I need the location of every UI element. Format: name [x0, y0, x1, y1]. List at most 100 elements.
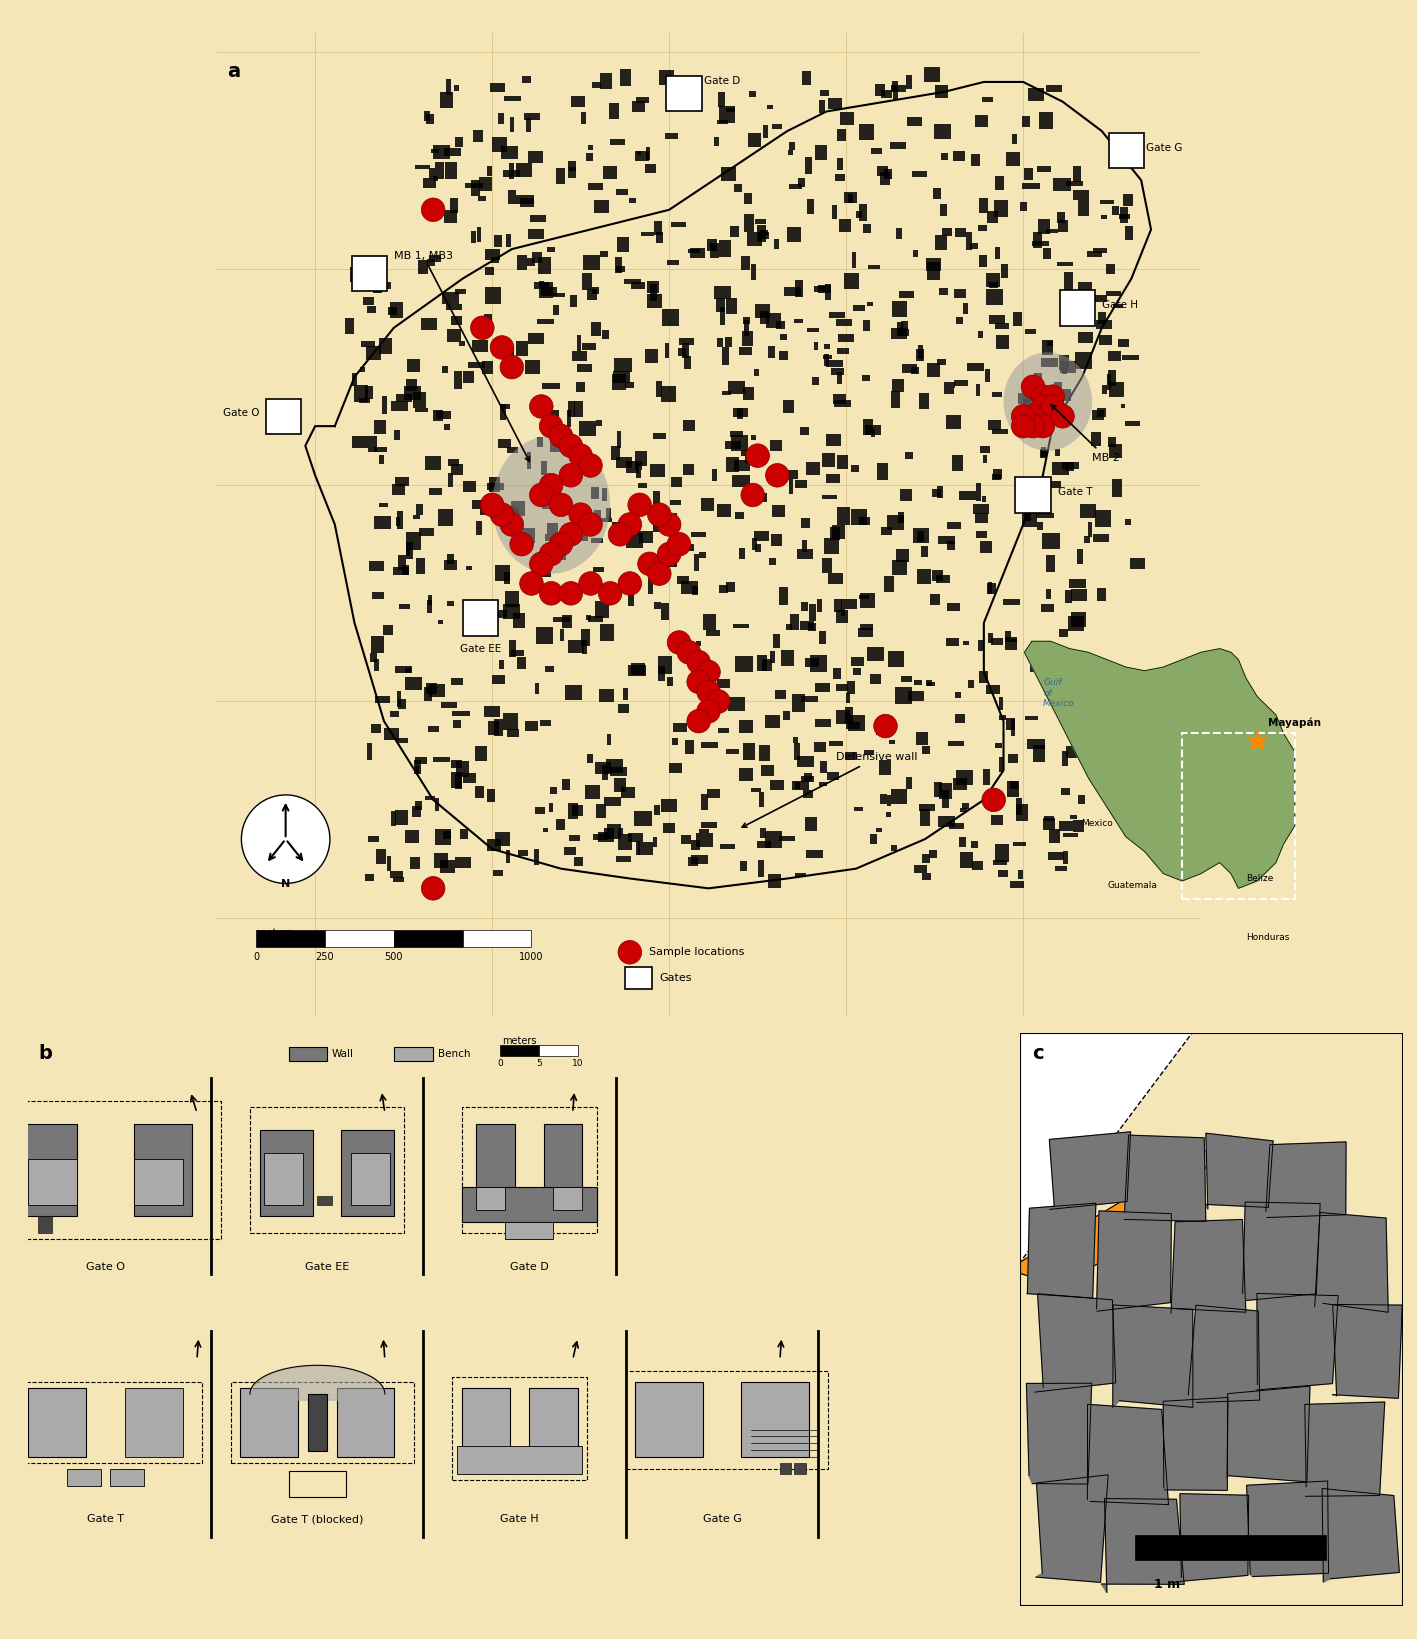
- Bar: [819, 100, 825, 113]
- Bar: [679, 338, 694, 346]
- Bar: [351, 256, 387, 292]
- Bar: [1012, 134, 1017, 144]
- Bar: [925, 257, 941, 270]
- Bar: [859, 123, 874, 139]
- Bar: [434, 852, 448, 869]
- Bar: [986, 272, 1000, 287]
- Circle shape: [648, 503, 672, 526]
- Bar: [1060, 290, 1095, 326]
- Bar: [798, 179, 805, 187]
- Bar: [911, 367, 920, 374]
- Bar: [594, 567, 604, 572]
- Bar: [730, 226, 740, 238]
- Bar: [1019, 870, 1023, 879]
- Circle shape: [530, 484, 553, 506]
- Bar: [393, 484, 405, 495]
- Circle shape: [648, 562, 672, 585]
- Bar: [769, 651, 775, 662]
- Bar: [1024, 716, 1039, 721]
- Bar: [859, 205, 867, 221]
- Bar: [767, 105, 772, 110]
- Bar: [611, 446, 621, 461]
- Bar: [451, 198, 458, 213]
- Bar: [581, 629, 591, 646]
- Bar: [921, 874, 931, 880]
- Bar: [896, 687, 911, 705]
- Bar: [944, 382, 955, 388]
- Bar: [1013, 842, 1026, 846]
- Bar: [1061, 390, 1071, 402]
- Bar: [931, 490, 941, 497]
- Bar: [572, 805, 582, 816]
- Bar: [809, 656, 828, 672]
- Bar: [1058, 354, 1070, 370]
- Bar: [1098, 311, 1105, 323]
- Bar: [380, 454, 384, 464]
- Bar: [1010, 782, 1019, 790]
- Bar: [806, 851, 823, 859]
- Bar: [755, 303, 769, 318]
- Bar: [587, 152, 594, 161]
- Bar: [1100, 200, 1114, 205]
- Bar: [527, 228, 544, 239]
- Bar: [463, 482, 476, 492]
- Bar: [1016, 805, 1027, 821]
- Bar: [496, 564, 510, 580]
- Bar: [795, 872, 806, 877]
- Bar: [560, 629, 564, 641]
- Bar: [506, 849, 510, 862]
- Circle shape: [560, 523, 582, 546]
- Bar: [792, 695, 805, 711]
- Bar: [672, 738, 679, 744]
- Bar: [337, 1388, 394, 1457]
- Bar: [1077, 549, 1084, 564]
- Bar: [1070, 815, 1077, 820]
- Polygon shape: [1027, 1203, 1095, 1298]
- Bar: [492, 138, 507, 152]
- Bar: [1040, 449, 1047, 459]
- Bar: [1037, 167, 1051, 172]
- Bar: [845, 752, 857, 760]
- Bar: [371, 636, 384, 654]
- Bar: [897, 329, 908, 336]
- Bar: [466, 184, 483, 187]
- Bar: [837, 347, 849, 354]
- Bar: [606, 824, 621, 839]
- Bar: [891, 85, 907, 92]
- Bar: [901, 321, 908, 329]
- Bar: [611, 767, 626, 775]
- Bar: [1029, 385, 1041, 402]
- Bar: [890, 739, 894, 744]
- Bar: [751, 264, 757, 280]
- Bar: [529, 333, 544, 344]
- Bar: [584, 256, 599, 269]
- Bar: [492, 257, 499, 262]
- Bar: [993, 469, 1002, 479]
- Polygon shape: [1265, 1142, 1346, 1218]
- Bar: [489, 477, 500, 492]
- Bar: [852, 657, 863, 667]
- Bar: [686, 544, 693, 551]
- Bar: [636, 841, 640, 856]
- Bar: [445, 303, 462, 310]
- Bar: [520, 198, 534, 207]
- Bar: [509, 639, 516, 657]
- Bar: [792, 738, 798, 742]
- Bar: [930, 849, 937, 859]
- Bar: [1073, 820, 1084, 831]
- Bar: [397, 738, 408, 744]
- Bar: [427, 683, 436, 695]
- Bar: [629, 833, 643, 842]
- Bar: [231, 1383, 414, 1462]
- Bar: [724, 338, 733, 347]
- Bar: [805, 657, 819, 667]
- Bar: [530, 215, 546, 221]
- Bar: [561, 615, 572, 628]
- Bar: [383, 624, 393, 634]
- Bar: [341, 1131, 394, 1216]
- Bar: [891, 82, 897, 92]
- Circle shape: [1022, 415, 1044, 438]
- Bar: [575, 382, 585, 392]
- Bar: [397, 511, 404, 529]
- Bar: [462, 929, 531, 947]
